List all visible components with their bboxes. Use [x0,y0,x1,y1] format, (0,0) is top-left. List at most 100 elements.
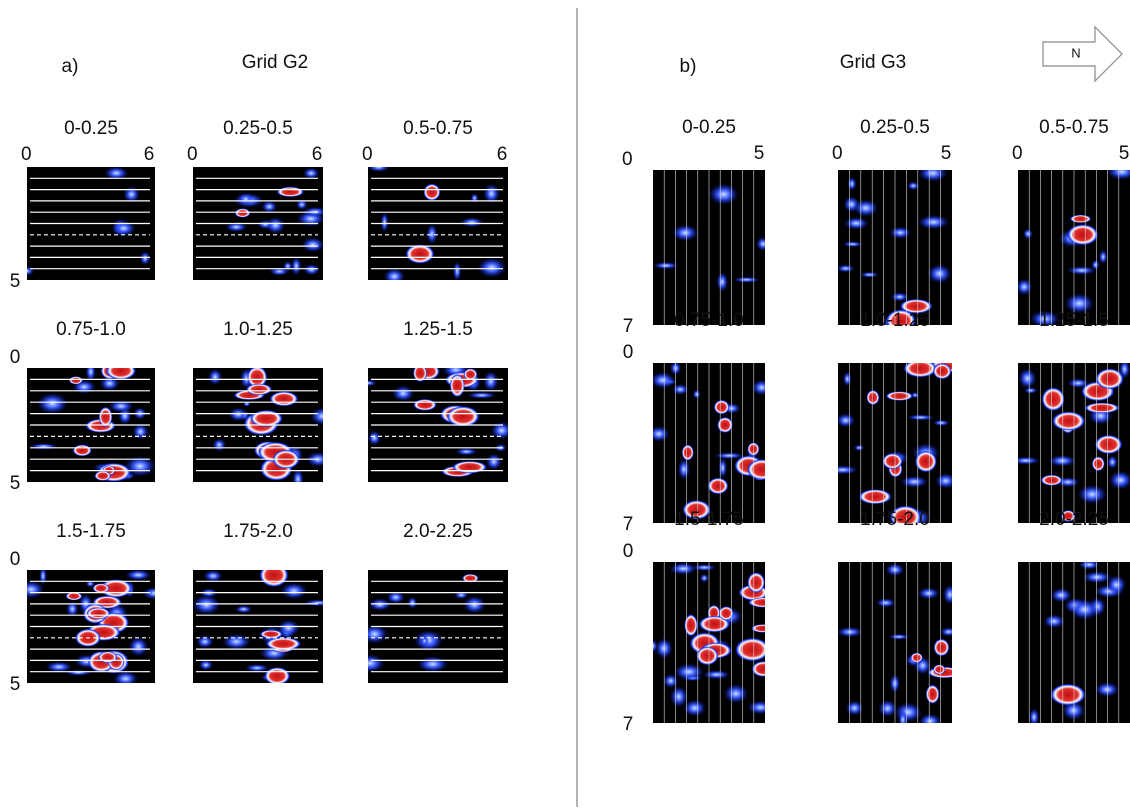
axis-start: 0 [21,144,32,165]
axis-end: 5 [1119,143,1130,164]
axis-end: 6 [144,144,155,165]
anomaly [927,264,951,283]
slice-label: 0-0.25 [64,118,118,139]
anomaly [1042,387,1065,411]
slice-image [837,562,962,729]
anomaly [361,624,388,643]
slice-image [1018,560,1130,727]
anomaly [192,595,221,615]
anomaly [827,465,859,474]
slice-label: 1.25-1.5 [403,319,473,340]
anomaly [277,187,304,197]
anomaly [1107,455,1118,469]
anomaly [212,438,226,451]
slice-image [648,562,780,723]
anomaly [246,384,272,396]
anomaly [1052,411,1085,430]
anomaly [682,444,694,460]
anomaly [836,264,854,272]
anomaly [369,598,392,611]
depth-top: 0 [10,549,21,570]
anomaly [384,268,406,285]
anomaly [1023,228,1033,239]
anomaly [477,257,506,278]
anomaly [926,685,940,704]
anomaly [915,451,937,473]
slice-label: 1.5-1.75 [674,509,744,530]
slice-image [836,164,952,332]
slice-label: 1.0-1.25 [223,319,293,340]
anomaly [452,461,487,473]
anomaly [836,413,855,427]
anomaly [303,600,335,607]
anomaly [886,391,913,400]
panel-title: Grid G2 [242,52,309,73]
anomaly [140,251,151,265]
anomaly [20,266,35,275]
anomaly [66,592,83,600]
anomaly [29,443,58,450]
slice-label: 1.0-1.25 [860,310,930,331]
anomaly [1077,484,1107,504]
anomaly [933,363,951,379]
anomaly [237,193,254,206]
anomaly [717,417,733,433]
anomaly [1095,682,1120,697]
anomaly [245,664,269,672]
slice-label: 1.75-2.0 [860,509,930,530]
anomaly [303,264,320,275]
anomaly [368,430,381,445]
anomaly [359,380,377,386]
anomaly [270,391,298,406]
anomaly [265,217,285,234]
slice-image [827,359,963,528]
anomaly [714,400,730,414]
slice-label: 2.0-2.25 [403,521,473,542]
anomaly [406,244,435,263]
anomaly [672,384,689,395]
slice-image [359,362,512,482]
anomaly [843,241,863,247]
anomaly [918,215,950,230]
anomaly [747,572,765,593]
anomaly [672,224,698,241]
anomaly [69,376,83,384]
anomaly [752,661,775,677]
anomaly [718,457,727,478]
panel-title: Grid G3 [840,52,907,73]
anomaly [709,183,739,205]
anomaly [460,217,485,227]
anomaly [702,670,730,679]
slice-image [653,170,771,325]
anomaly [692,564,716,571]
slice-image [193,366,334,490]
depth-bottom: 7 [623,316,634,337]
anomaly [392,385,415,401]
anomaly [235,605,253,613]
anomaly [904,359,937,377]
anomaly [94,471,111,481]
anomaly [1043,614,1065,628]
anomaly [911,653,923,663]
anomaly [919,713,942,728]
anomaly [684,614,697,636]
axis-start: 0 [622,149,633,170]
anomaly [1067,224,1098,245]
figure: N a)Grid G20-0.250650.25-0.5060.5-0.7506… [0,0,1130,807]
anomaly [918,587,940,599]
anomaly [208,369,223,385]
slice-label: 0.75-1.0 [674,310,744,331]
anomaly [450,374,465,397]
depth-bottom: 5 [10,674,21,695]
anomaly [854,445,864,451]
slice-label: 0.5-0.75 [1039,117,1109,138]
slice-image [648,361,777,523]
axis-end: 6 [497,144,508,165]
anomaly [943,585,957,605]
anomaly [907,414,936,420]
slice-image [355,570,508,683]
depth-bottom: 5 [10,473,21,494]
anomaly [73,445,92,457]
slice-image [27,361,156,482]
anomaly [837,627,863,638]
